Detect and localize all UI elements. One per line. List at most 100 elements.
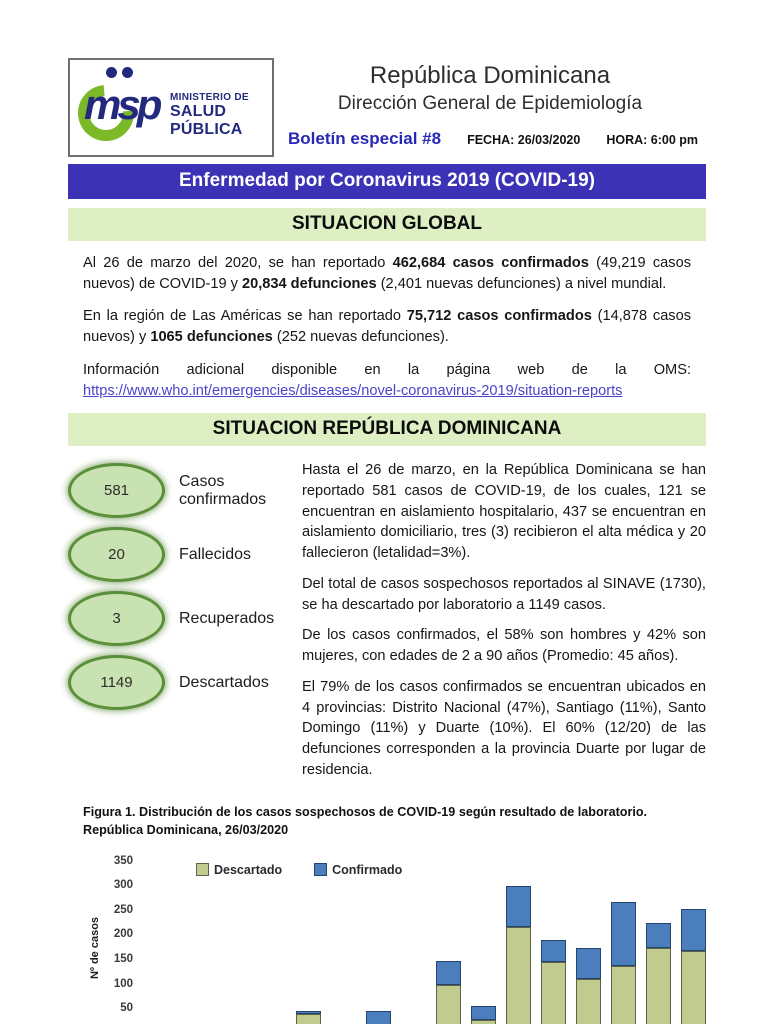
y-tick-label: 100 <box>113 977 133 990</box>
header-titles: República Dominicana Dirección General d… <box>274 58 706 149</box>
bulletin-date: FECHA: 26/03/2020 <box>467 133 581 147</box>
bulletin-time: HORA: 6:00 pm <box>606 133 699 147</box>
bar-segment-descartado <box>296 1014 321 1024</box>
chart-legend: Descartado Confirmado <box>196 863 402 877</box>
country-title: República Dominicana <box>369 62 611 89</box>
bold-run: 462,684 casos confirmados <box>392 255 589 271</box>
legend-item-descartado: Descartado <box>196 863 282 877</box>
bar-segment-confirmado <box>506 885 531 927</box>
bar-segment-confirmado <box>471 1006 496 1020</box>
stat-label: Casos confirmados <box>179 472 267 508</box>
y-tick-label: 200 <box>113 928 133 941</box>
rd-paragraph-2: Del total de casos sospechosos reportado… <box>302 575 706 613</box>
ministry-name: MINISTERIO DE SALUD PÚBLICA <box>170 92 264 139</box>
bold-run: 20,834 defunciones <box>241 275 377 292</box>
chart-plot-bars: Descartado Confirmado <box>140 862 706 1024</box>
bar-segment-descartado <box>541 961 566 1024</box>
bold-run: 75,712 casos confirmados <box>406 308 592 325</box>
stat-circle: 581 <box>68 463 165 519</box>
stat-row-descartados: 1149 Descartados <box>68 654 296 711</box>
bold-run: 1065 defunciones <box>150 329 273 346</box>
stat-circle: 1149 <box>68 655 165 711</box>
stat-value: 1149 <box>100 674 133 692</box>
text-run: Información adicional disponible en la p… <box>83 361 691 378</box>
rd-section-body: 581 Casos confirmados 20 Fallecidos 3 Re… <box>68 460 706 790</box>
bar-24-Mar <box>611 901 636 1024</box>
who-situation-reports-link[interactable]: https://www.who.int/emergencies/diseases… <box>83 382 623 399</box>
chart-y-axis: 350300250200150100500 <box>102 855 133 1024</box>
y-tick-label: 50 <box>120 1002 133 1015</box>
bar-segment-confirmado <box>296 1010 321 1015</box>
y-tick-label: 150 <box>113 952 133 965</box>
bar-segment-confirmado <box>436 961 461 985</box>
global-section-banner: SITUACION GLOBAL <box>68 208 706 241</box>
text-run: (2,401 nuevas defunciones) a nivel mundi… <box>376 275 667 292</box>
legend-swatch-confirmado <box>314 863 328 877</box>
stat-label: Descartados <box>179 673 269 691</box>
stat-circle: 3 <box>68 591 165 647</box>
y-axis-title: Nº de casos <box>89 916 102 979</box>
bulletin-meta: Boletín especial #8 FECHA: 26/03/2020 HO… <box>274 129 706 149</box>
stat-value: 581 <box>103 482 130 500</box>
bar-segment-descartado <box>576 978 601 1024</box>
figure-1-chart: Nº de casos 350300250200150100500 Descar… <box>88 855 706 1024</box>
rd-paragraph-4: El 79% de los casos confirmados se encue… <box>302 678 706 778</box>
y-axis-title-box: Nº de casos <box>88 862 102 1024</box>
global-paragraph-1: Al 26 de marzo del 2020, se han reportad… <box>83 253 691 294</box>
bar-segment-descartado <box>471 1019 496 1024</box>
stat-circle: 20 <box>68 527 165 583</box>
global-section-body: Al 26 de marzo del 2020, se han reportad… <box>68 241 706 401</box>
stat-row-confirmados: 581 Casos confirmados <box>68 462 296 519</box>
bar-segment-confirmado <box>576 948 601 979</box>
stat-label: Fallecidos <box>179 545 252 563</box>
bar-23-Mar <box>576 948 601 1024</box>
bar-13-Mar <box>296 1010 321 1024</box>
bulletin-number: Boletín especial #8 <box>288 129 442 148</box>
text-run: En la región de Las Américas se han repo… <box>83 308 407 325</box>
bar-20-Mar <box>471 1006 496 1024</box>
legend-item-confirmado: Confirmado <box>314 863 402 877</box>
logo-dot <box>122 66 133 78</box>
bar-segment-confirmado <box>541 939 566 962</box>
text-run: (252 nuevas defunciones). <box>272 329 449 346</box>
stat-label: Recuperados <box>179 609 275 627</box>
disease-title-banner: Enfermedad por Coronavirus 2019 (COVID-1… <box>68 164 706 199</box>
bar-25-Mar <box>646 922 671 1024</box>
text-run: (49,219 casos nuevos) de COVID-19 y <box>83 255 691 292</box>
stat-row-recuperados: 3 Recuperados <box>68 590 296 647</box>
rd-paragraph-3: De los casos confirmados, el 58% son hom… <box>302 627 706 665</box>
logo-msp-text: msp <box>84 80 162 128</box>
bar-segment-descartado <box>506 926 531 1024</box>
ministry-line2: SALUD PÚBLICA <box>170 103 243 138</box>
bar-segment-descartado <box>646 948 671 1024</box>
bar-segment-descartado <box>436 984 461 1024</box>
stat-row-fallecidos: 20 Fallecidos <box>68 526 296 583</box>
header: msp MINISTERIO DE SALUD PÚBLICA Repúblic… <box>66 58 706 157</box>
rd-section-banner: SITUACION REPÚBLICA DOMINICANA <box>68 413 706 447</box>
bar-26-Mar <box>681 909 706 1024</box>
bar-21-Mar <box>506 885 531 1024</box>
bar-segment-confirmado <box>611 901 636 966</box>
bar-segment-confirmado <box>646 922 671 949</box>
msp-logo: msp MINISTERIO DE SALUD PÚBLICA <box>66 58 274 157</box>
chart-plot-column: Descartado Confirmado 29/Feb3/Mar4/Mar7/… <box>140 862 706 1024</box>
legend-label: Confirmado <box>332 862 403 877</box>
bar-22-Mar <box>541 939 566 1024</box>
y-tick-label: 350 <box>113 854 133 867</box>
stat-value: 3 <box>112 610 121 628</box>
bar-segment-confirmado <box>366 1010 391 1024</box>
stats-column: 581 Casos confirmados 20 Fallecidos 3 Re… <box>68 460 296 790</box>
msp-logo-icon: msp <box>66 65 168 152</box>
text-run: (14,878 casos nuevos) y <box>83 308 692 346</box>
ministry-line1: MINISTERIO DE <box>170 92 249 103</box>
y-tick-label: 250 <box>113 903 133 916</box>
logo-dot <box>106 66 117 78</box>
rd-paragraphs: Hasta el 26 de marzo, en la República Do… <box>296 460 706 790</box>
rd-paragraph-1: Hasta el 26 de marzo, en la República Do… <box>302 462 706 562</box>
stat-value: 20 <box>108 546 125 564</box>
bar-17-Mar <box>366 1010 391 1024</box>
legend-label: Descartado <box>214 862 283 877</box>
department-title: Dirección General de Epidemiología <box>337 93 643 114</box>
bar-19-Mar <box>436 961 461 1024</box>
